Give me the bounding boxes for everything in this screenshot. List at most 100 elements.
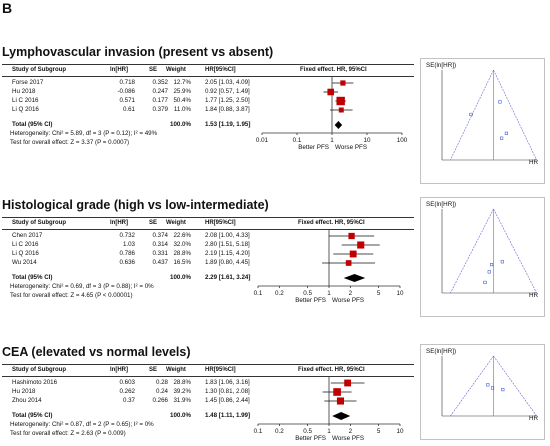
cell-se: 0.379 [152, 106, 168, 113]
x-tick-label: 5 [377, 290, 381, 297]
cell-lnhr: 0.786 [119, 250, 135, 257]
header-se: SE [149, 367, 158, 373]
table-row: Li Q 2016 0.786 0.331 28.8% 2.19 [1.15, 4.20… [0, 250, 260, 259]
cell-study: Li C 2016 [12, 241, 39, 248]
total-weight: 100.0% [170, 412, 191, 419]
study-square [344, 379, 352, 387]
cell-se: 0.28 [155, 379, 168, 386]
worse-pfs-label: Worse PFS [332, 435, 364, 442]
cell-study: Wu 2014 [12, 259, 37, 266]
table-row: Li C 2016 0.571 0.177 50.4% 1.77 [1.25, 2.50… [0, 97, 260, 106]
x-tick-label: 0.2 [275, 290, 284, 297]
total-hrci: 2.29 [1.61, 3.24] [205, 274, 251, 281]
cell-lnhr: 1.03 [122, 241, 135, 248]
x-tick-label: 0.1 [254, 290, 263, 297]
funnel-xlabel: HR [529, 159, 539, 166]
panel-title: Histological grade (high vs low-intermed… [2, 198, 269, 212]
header-hrci: HR[95%CI] [205, 367, 236, 373]
header-study: Study of Subgroup [12, 367, 66, 373]
funnel-ylabel: SE(ln[HR]) [426, 62, 456, 69]
header-study: Study of Subgroup [12, 220, 66, 226]
cell-se: 0.247 [152, 88, 168, 95]
table-row: Li Q 2016 0.61 0.379 11.0% 1.84 [0.88, 3.87] [0, 106, 260, 115]
cell-hrci: 1.84 [0.88, 3.87] [205, 106, 250, 113]
total-label: Total (95% CI) [12, 274, 53, 281]
overall-effect-text: Test for overall effect: Z = 4.65 (P < 0… [10, 292, 133, 299]
cell-se: 0.352 [152, 79, 168, 86]
funnel-left-limit [450, 69, 494, 161]
cell-study: Hu 2018 [12, 88, 36, 95]
funnel-right-limit [493, 355, 537, 417]
funnel-left-limit [450, 208, 494, 294]
forest-plot: 0.1 0.2 0.5 1 2 5 10 Better PFS Worse PFS [254, 377, 404, 442]
header-fixed-effect: Fixed effect. HR, 95%CI [300, 67, 367, 73]
cell-lnhr: 0.732 [119, 232, 135, 239]
header-lnhr: ln[HR] [110, 220, 128, 226]
x-tick-label: 0.1 [254, 428, 263, 435]
forest-plot: 0.01 0.1 1 10 100 Better PFS Worse PFS [256, 77, 408, 151]
x-tick-label: 5 [377, 428, 381, 435]
cell-lnhr: 0.37 [122, 397, 135, 404]
header-weight: Weight [166, 67, 186, 73]
funnel-frame [420, 197, 545, 317]
total-hrci: 1.48 [1.11, 1.99] [205, 412, 251, 419]
table-row: Li C 2016 1.03 0.314 32.0% 2.80 [1.51, 5.18] [0, 241, 260, 250]
cell-weight: 39.2% [173, 388, 191, 395]
cell-weight: 16.5% [173, 259, 191, 266]
funnel-right-limit [493, 208, 537, 294]
x-tick-label: 0.2 [275, 428, 284, 435]
cell-lnhr: -0.086 [117, 88, 135, 95]
x-tick-label: 0.1 [293, 137, 302, 144]
header-weight: Weight [166, 220, 186, 226]
cell-hrci: 1.89 [0.80, 4.45] [205, 259, 250, 266]
cell-study: Li C 2016 [12, 97, 39, 104]
heterogeneity-text: Heterogeneity: Chi² = 5.89, df = 3 (P = … [10, 130, 158, 137]
cell-weight: 28.8% [173, 250, 191, 257]
x-tick-label: 1 [327, 428, 331, 435]
study-square [333, 388, 341, 396]
study-square [338, 107, 344, 113]
funnel-point [490, 263, 494, 267]
total-weight: 100.0% [170, 274, 191, 281]
funnel-ylabel: SE(ln[HR]) [426, 348, 456, 355]
funnel-point [483, 280, 487, 284]
cell-hrci: 2.19 [1.15, 4.20] [205, 250, 250, 257]
panel-title: CEA (elevated vs normal levels) [2, 345, 191, 359]
cell-study: Chen 2017 [12, 232, 43, 239]
cell-hrci: 1.77 [1.25, 2.50] [205, 97, 250, 104]
cell-se: 0.374 [152, 232, 168, 239]
funnel-point [500, 260, 504, 264]
overall-effect-text: Test for overall effect: Z = 2.63 (P = 0… [10, 430, 126, 437]
cell-hrci: 2.05 [1.03, 4.09] [205, 79, 250, 86]
funnel-point [469, 112, 473, 117]
cell-hrci: 0.92 [0.57, 1.49] [205, 88, 250, 95]
funnel-frame [420, 344, 545, 440]
funnel-left-limit [450, 355, 494, 417]
funnel-point [498, 100, 502, 104]
summary-diamond [332, 412, 351, 420]
better-pfs-label: Better PFS [295, 435, 326, 442]
funnel-plot: SE(ln[HR]) HR [420, 197, 545, 317]
cell-weight: 28.8% [173, 379, 191, 386]
header-rule-bottom [2, 76, 414, 77]
cell-weight: 22.6% [173, 232, 191, 239]
cell-study: Hu 2018 [12, 388, 36, 395]
header-rule-top [2, 64, 414, 65]
study-square [348, 232, 355, 240]
table-row: Zhou 2014 0.37 0.266 31.9% 1.45 [0.86, 2.44] [0, 397, 260, 406]
cell-weight: 11.0% [173, 106, 191, 113]
study-square [349, 250, 357, 258]
header-study: Study of Subgroup [12, 67, 66, 73]
cell-study: Zhou 2014 [12, 397, 42, 404]
header-rule-top [2, 217, 414, 218]
funnel-xlabel: HR [529, 292, 539, 299]
cell-study: Hashimoto 2016 [12, 379, 58, 386]
table-row: Hu 2018 -0.086 0.247 25.9% 0.92 [0.57, 1.49] [0, 88, 260, 97]
cell-se: 0.314 [152, 241, 168, 248]
funnel-plot: SE(ln[HR]) HR [420, 58, 545, 184]
x-tick-label: 2 [349, 290, 353, 297]
x-tick-label: 1 [330, 137, 334, 144]
worse-pfs-label: Worse PFS [332, 297, 364, 304]
cell-hrci: 1.83 [1.06, 3.16] [205, 379, 250, 386]
study-square [336, 397, 344, 405]
